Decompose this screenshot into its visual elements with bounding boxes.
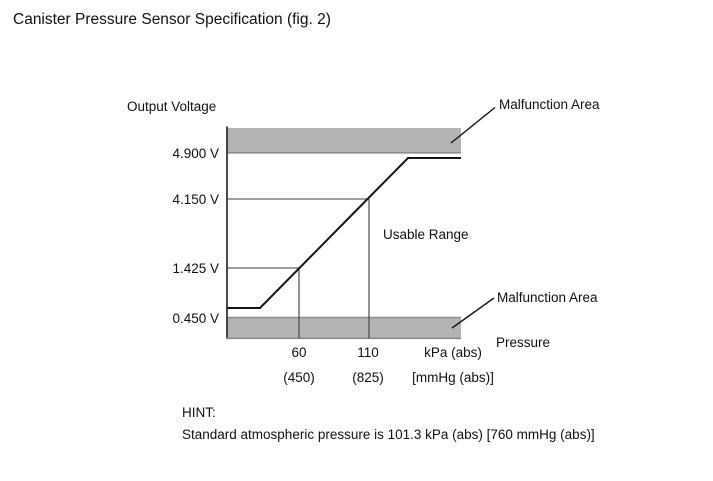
usable-range-label: Usable Range (383, 227, 469, 242)
hint-heading: HINT: (182, 405, 216, 420)
x-tick-450mmhg: (450) (283, 370, 315, 385)
x-tick-60kpa: 60 (291, 345, 307, 360)
leader-line-malfunction-top (450, 106, 496, 144)
y-axis-title: Output Voltage (127, 99, 217, 114)
malfunction-area-top-label: Malfunction Area (499, 97, 600, 112)
y-tick-450mv: 0.450 V (172, 311, 219, 326)
x-unit-kpa: kPa (abs) (424, 345, 482, 360)
malfunction-band-top (227, 128, 461, 153)
malfunction-area-bottom-label: Malfunction Area (497, 290, 598, 305)
x-tick-825mmhg: (825) (352, 370, 384, 385)
sensor-output-curve (227, 157, 461, 309)
leader-line-malfunction-bottom (451, 297, 495, 329)
y-tick-1425mv: 1.425 V (172, 261, 219, 276)
figure-title: Canister Pressure Sensor Specification (… (13, 11, 331, 28)
x-tick-110kpa: 110 (357, 345, 379, 360)
malfunction-band-bottom (227, 317, 461, 338)
x-unit-mmhg: [mmHg (abs)] (412, 370, 494, 385)
y-tick-4900mv: 4.900 V (172, 146, 219, 161)
x-axis-title: Pressure (496, 335, 551, 350)
hint-text: Standard atmospheric pressure is 101.3 k… (182, 427, 595, 442)
y-tick-4150mv: 4.150 V (172, 192, 219, 207)
